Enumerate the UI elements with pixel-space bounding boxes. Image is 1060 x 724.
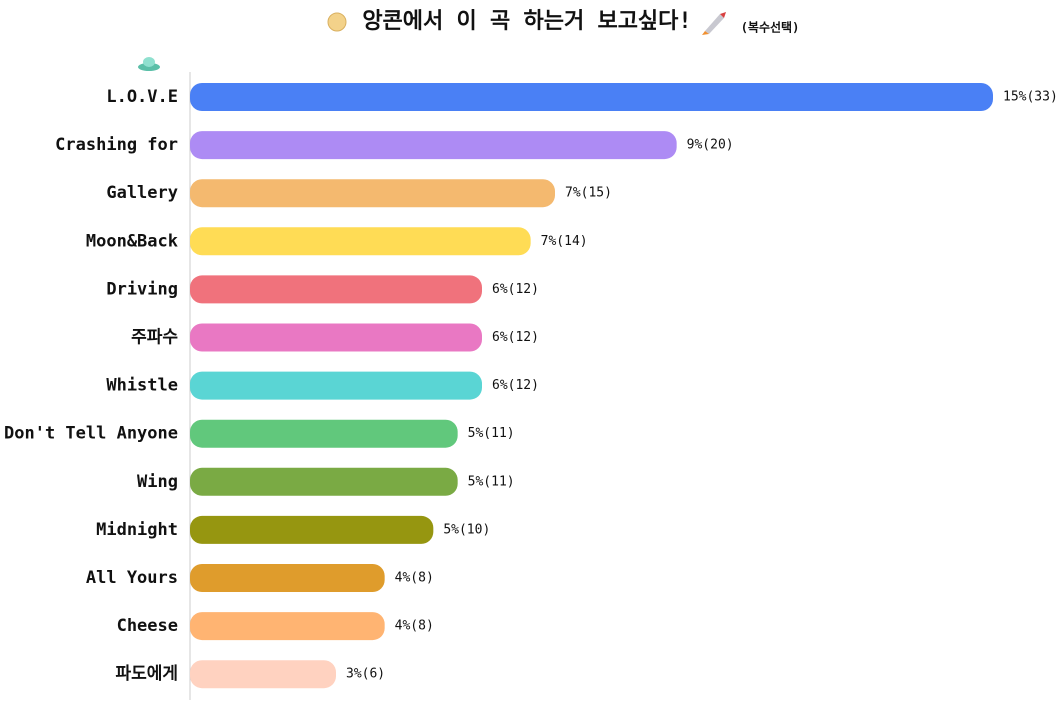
category-label: 주파수 (131, 328, 178, 348)
category-label: All Yours (86, 568, 178, 588)
value-label: 7%(14) (541, 234, 588, 249)
value-label: 6%(12) (492, 282, 539, 297)
category-label: Wing (137, 472, 178, 492)
value-label: 5%(11) (468, 426, 515, 441)
value-label: 5%(11) (468, 474, 515, 489)
category-label: Cheese (117, 616, 178, 636)
bar (190, 371, 482, 400)
category-label: Midnight (96, 520, 178, 540)
category-label: Moon&Back (86, 231, 178, 251)
bar (190, 131, 677, 160)
category-label: Don't Tell Anyone (4, 424, 178, 444)
category-label: Gallery (106, 183, 178, 203)
value-label: 4%(8) (395, 571, 434, 586)
chart-subtitle: (복수선택) (741, 20, 800, 35)
bar (190, 275, 482, 304)
value-label: 6%(12) (492, 378, 539, 393)
category-label: 파도에게 (115, 664, 178, 684)
bar (190, 323, 482, 352)
rocket-icon (702, 12, 726, 35)
value-label: 4%(8) (395, 619, 434, 634)
value-label: 9%(20) (687, 138, 734, 153)
bar (190, 467, 458, 496)
bar (190, 227, 531, 256)
bar (190, 515, 434, 544)
category-label: Crashing for (55, 135, 178, 155)
chart-title: 앙콘에서 이 곡 하는거 보고싶다! (362, 9, 691, 34)
category-label: Driving (106, 279, 178, 299)
bar (190, 419, 458, 448)
category-label: L.O.V.E (106, 87, 178, 107)
value-label: 5%(10) (443, 522, 490, 537)
bar (190, 564, 385, 592)
bar (190, 83, 993, 111)
moon-icon (327, 12, 347, 32)
value-label: 6%(12) (492, 330, 539, 345)
bar (190, 179, 555, 208)
ufo-icon (138, 57, 160, 71)
value-label: 7%(15) (565, 186, 612, 201)
category-label: Whistle (106, 376, 178, 396)
value-label: 15%(33) (1003, 90, 1058, 105)
value-label: 3%(6) (346, 667, 385, 682)
bar (190, 660, 336, 689)
bar (190, 612, 385, 641)
